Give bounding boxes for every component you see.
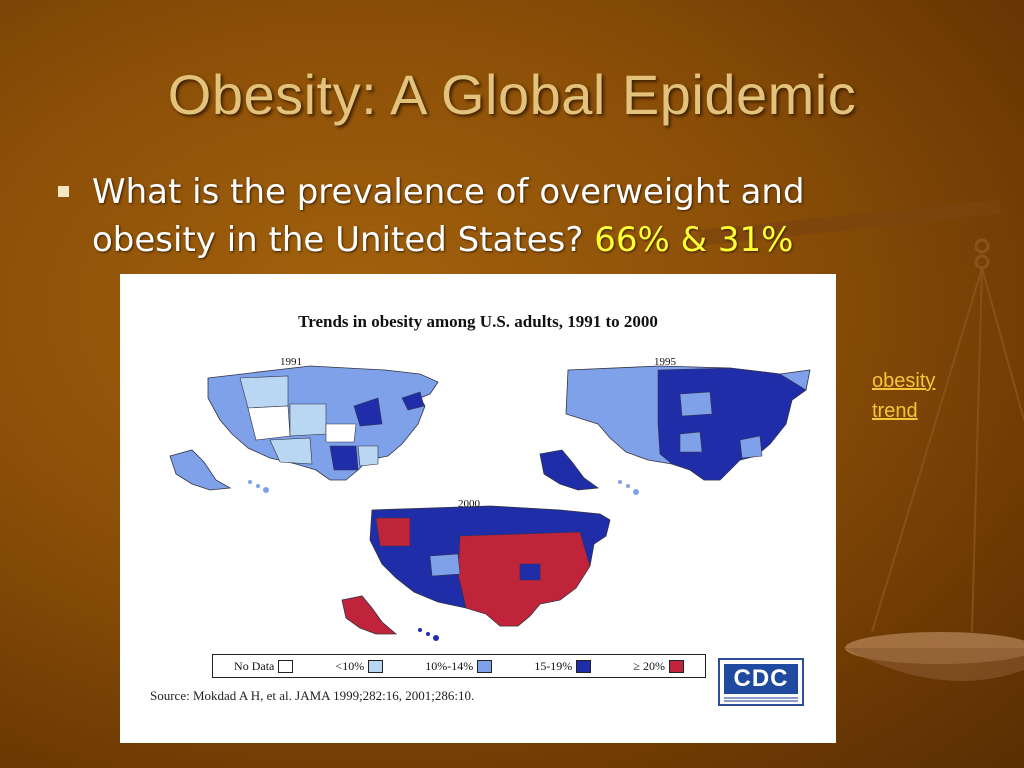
bullet-item: What is the prevalence of overweight and… [52, 168, 852, 264]
legend-swatch [668, 659, 684, 673]
bullet-highlight: 66% & 31% [594, 220, 794, 260]
map-1995 [539, 365, 811, 495]
obesity-trend-link-label: obesity trend [872, 370, 936, 422]
bullet-marker [58, 186, 69, 197]
legend-swatch [278, 659, 294, 673]
legend-label: 10%-14% [425, 658, 474, 673]
us-maps [169, 365, 811, 641]
source-citation: Source: Mokdad A H, et al. JAMA 1999;282… [150, 688, 475, 703]
slide-title: Obesity: A Global Epidemic [167, 63, 857, 126]
legend-label: ≥ 20% [633, 658, 665, 673]
cdc-logo-text: CDC [724, 664, 798, 694]
legend-label: 15-19% [534, 658, 573, 673]
map-label-1991: 1991 [280, 356, 302, 368]
map-legend: No Data <10% 10%-14% 15-19% ≥ 20% [212, 654, 706, 678]
figure-title: Trends in obesity among U.S. adults, 199… [298, 312, 658, 331]
legend-swatch [477, 659, 493, 673]
legend-item: No Data [234, 658, 294, 674]
legend-label: <10% [335, 658, 365, 673]
legend-label: No Data [234, 658, 275, 673]
obesity-trend-link[interactable]: obesity trend [872, 366, 962, 426]
map-label-2000: 2000 [458, 498, 480, 510]
map-2000 [341, 505, 611, 641]
cdc-logo-subtext [724, 697, 798, 703]
legend-item: <10% [335, 658, 384, 674]
map-label-1995: 1995 [654, 356, 676, 368]
obesity-trend-figure: Trends in obesity among U.S. adults, 199… [120, 274, 836, 743]
cdc-logo: CDC [718, 658, 804, 706]
map-1991 [169, 365, 439, 493]
legend-swatch [576, 659, 592, 673]
legend-item: ≥ 20% [633, 659, 684, 674]
legend-item: 15-19% [534, 658, 592, 674]
legend-item: 10%-14% [425, 658, 493, 674]
bullet-text: What is the prevalence of overweight and… [92, 172, 805, 260]
legend-swatch [368, 659, 384, 673]
